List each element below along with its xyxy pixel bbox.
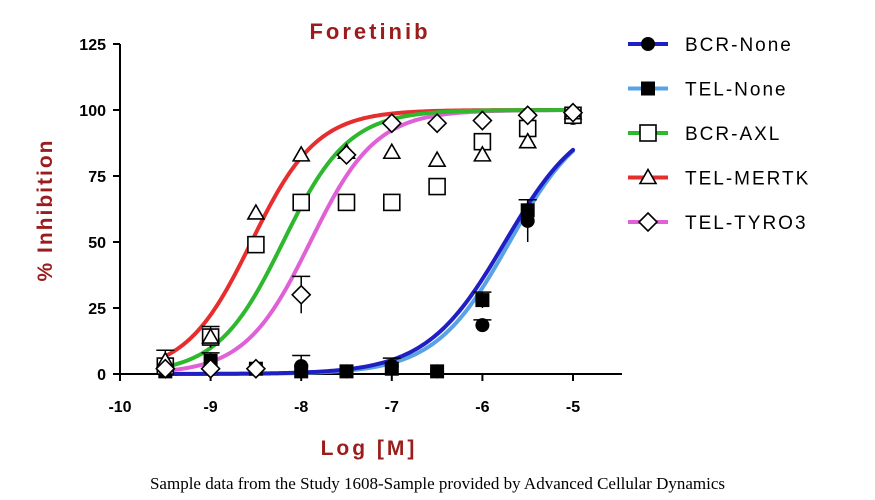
point-tel-mertk <box>246 203 266 220</box>
point-tel-none <box>475 293 490 308</box>
legend-marker-tel-mertk <box>638 167 658 185</box>
point-tel-none <box>520 203 535 218</box>
data-points <box>155 102 584 379</box>
point-tel-mertk <box>201 327 220 344</box>
point-tel-tyro3 <box>291 284 312 305</box>
fit-curves <box>163 108 575 376</box>
fit-curve-bcr-axl <box>163 108 575 369</box>
point-tel-mertk <box>291 145 311 162</box>
point-tel-none <box>430 364 445 379</box>
legend-label-bcr-axl: BCR-AXL <box>685 124 781 145</box>
point-tel-mertk <box>473 145 492 162</box>
y-tick-label: 0 <box>97 367 106 384</box>
legend: BCR-None TEL-None BCR-AXL TEL-MERTK TEL-TYRO… <box>628 35 810 234</box>
point-bcr-axl <box>428 177 446 196</box>
figure-caption: Sample data from the Study 1608-Sample p… <box>149 474 726 493</box>
legend-label-tel-tyro3: TEL-TYRO3 <box>685 213 808 234</box>
x-tick-label: -7 <box>385 399 399 416</box>
legend-label-tel-mertk: TEL-MERTK <box>685 169 810 190</box>
legend-marker-tel-tyro3 <box>637 211 659 233</box>
x-axis-label: Log [M] <box>321 437 418 460</box>
axes: -10 -9 -8 -7 -6 -5 0 25 50 75 100 125 <box>79 37 622 416</box>
x-tick-label: -8 <box>294 399 308 416</box>
y-tick-label: 50 <box>88 235 106 252</box>
y-tick-label: 100 <box>79 103 106 120</box>
y-tick-label: 75 <box>88 169 106 186</box>
point-bcr-axl <box>337 193 356 212</box>
x-tick-label: -6 <box>475 399 489 416</box>
point-bcr-axl <box>247 235 265 254</box>
legend-label-tel-none: TEL-None <box>685 80 788 101</box>
fit-curve-tel-none <box>163 149 575 376</box>
point-tel-tyro3 <box>472 110 493 131</box>
point-bcr-axl <box>382 193 401 212</box>
point-bcr-none <box>520 213 535 228</box>
fit-curve-bcr-none <box>163 147 575 376</box>
point-tel-tyro3 <box>155 358 176 379</box>
point-tel-none <box>384 361 399 376</box>
x-tick-label: -9 <box>203 399 217 416</box>
point-tel-mertk <box>427 150 447 167</box>
point-tel-none <box>339 364 354 379</box>
x-tick-label: -5 <box>566 399 580 416</box>
y-axis-label: % Inhibition <box>34 139 57 282</box>
point-bcr-axl <box>292 193 311 212</box>
legend-marker-bcr-axl <box>639 124 657 142</box>
chart-title: Foretinib <box>309 19 430 44</box>
y-tick-label: 25 <box>88 301 106 318</box>
point-tel-tyro3 <box>426 113 448 134</box>
point-tel-tyro3 <box>245 358 267 379</box>
legend-marker-bcr-none <box>641 37 655 51</box>
x-tick-label: -10 <box>108 399 131 416</box>
legend-marker-tel-none <box>641 81 655 96</box>
point-tel-mertk <box>382 142 402 160</box>
point-tel-mertk <box>518 132 538 149</box>
y-tick-label: 125 <box>79 37 106 54</box>
point-tel-tyro3 <box>381 113 402 134</box>
point-tel-tyro3 <box>200 358 221 379</box>
point-bcr-none <box>475 318 490 333</box>
point-tel-tyro3 <box>517 105 538 126</box>
point-tel-tyro3 <box>562 102 584 123</box>
legend-label-bcr-none: BCR-None <box>685 35 793 56</box>
point-tel-none <box>294 364 309 379</box>
point-tel-tyro3 <box>336 144 357 166</box>
